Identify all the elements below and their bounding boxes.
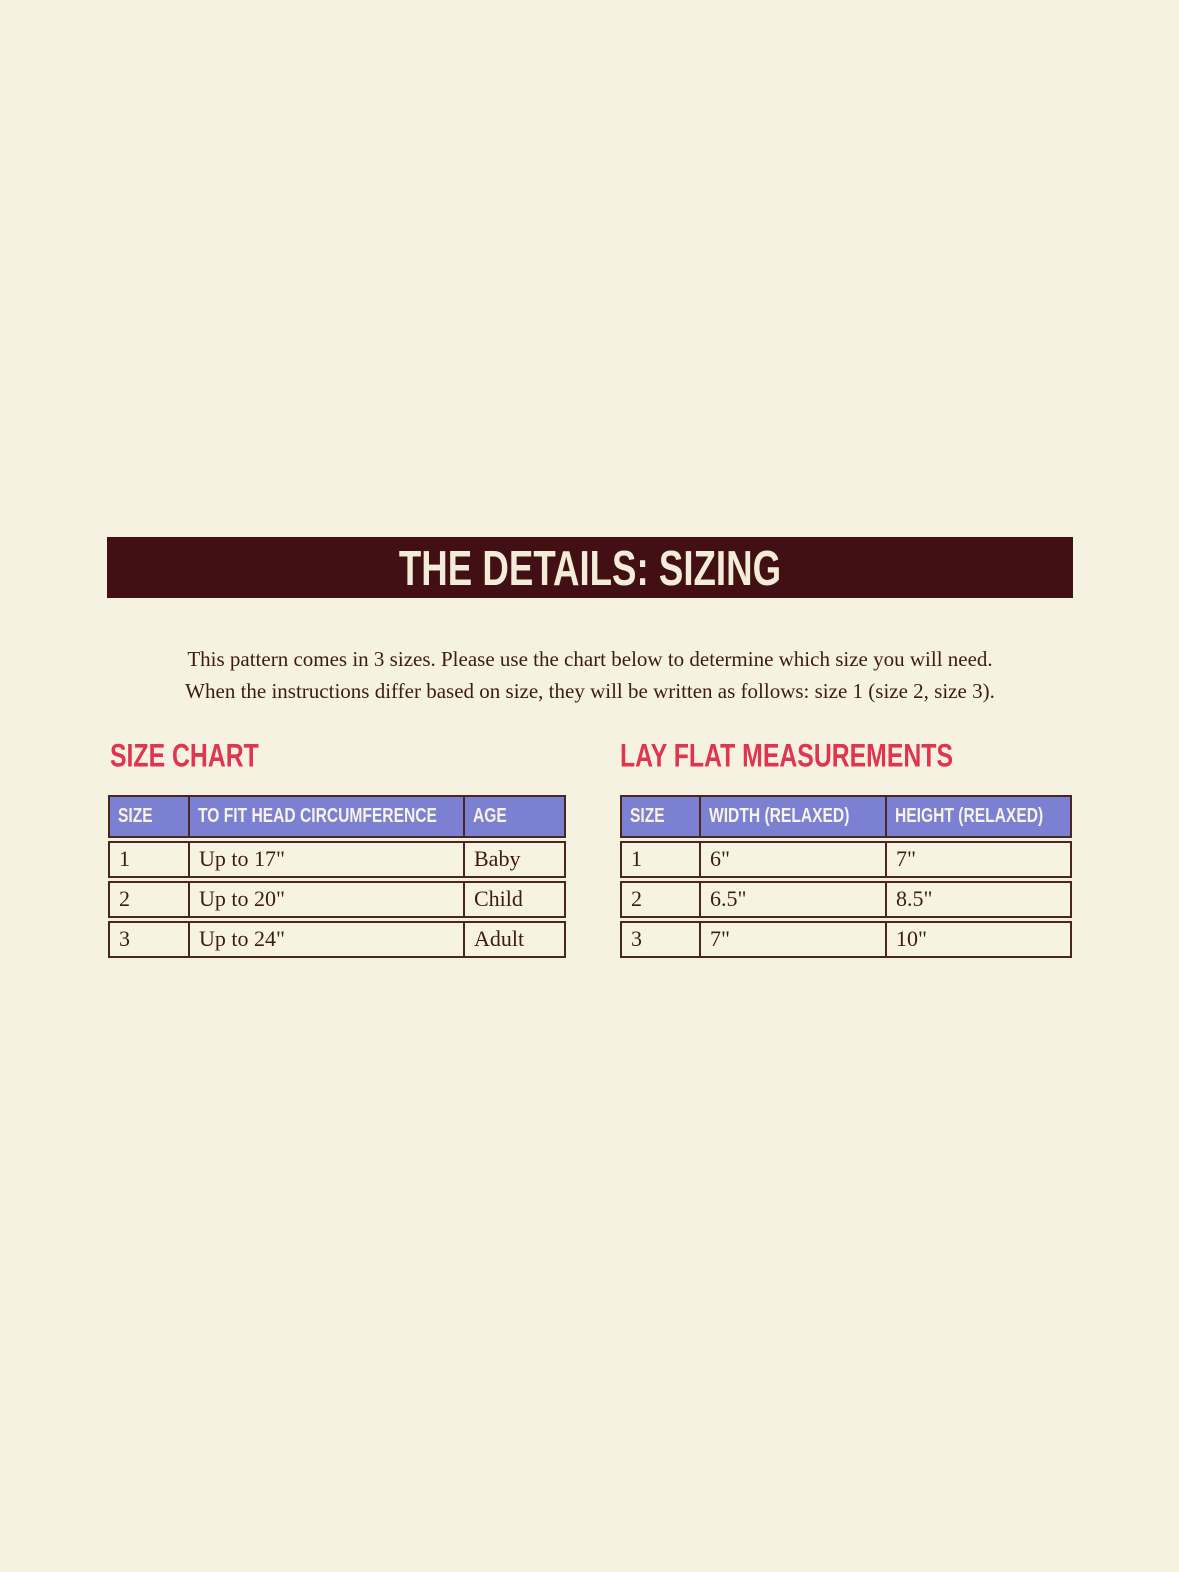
lay-flat-heading-label: LAY FLAT MEASUREMENTS xyxy=(620,737,953,774)
column-header-label: SIZE xyxy=(118,804,153,828)
lay-flat-header-row: SIZE WIDTH (RELAXED) HEIGHT (RELAXED) xyxy=(620,795,1072,838)
table-row: 1 Up to 17" Baby xyxy=(108,841,566,878)
column-header: TO FIT HEAD CIRCUMFERENCE xyxy=(190,795,465,838)
table-cell: 1 xyxy=(620,841,701,878)
page-title: THE DETAILS: SIZING xyxy=(398,539,782,596)
table-cell: Baby xyxy=(465,841,566,878)
table-cell: 6" xyxy=(701,841,887,878)
table-cell: Adult xyxy=(465,921,566,958)
lay-flat-measurements-table: SIZE WIDTH (RELAXED) HEIGHT (RELAXED) 1 6" 7… xyxy=(620,792,1072,961)
section-banner: THE DETAILS: SIZING xyxy=(107,537,1073,598)
table-cell: 2 xyxy=(620,881,701,918)
column-header-label: AGE xyxy=(473,804,507,828)
column-header: WIDTH (RELAXED) xyxy=(701,795,887,838)
lay-flat-measurements-heading: LAY FLAT MEASUREMENTS xyxy=(620,737,1036,774)
column-header: SIZE xyxy=(108,795,190,838)
table-cell: 10" xyxy=(887,921,1072,958)
table-cell: 2 xyxy=(108,881,190,918)
table-cell: 6.5" xyxy=(701,881,887,918)
size-chart-heading-label: SIZE CHART xyxy=(110,737,259,774)
column-header-label: WIDTH (RELAXED) xyxy=(709,804,850,828)
column-header-label: TO FIT HEAD CIRCUMFERENCE xyxy=(198,804,437,828)
table-cell: Up to 17" xyxy=(190,841,465,878)
intro-line-2: When the instructions differ based on si… xyxy=(185,679,995,703)
table-row: 3 Up to 24" Adult xyxy=(108,921,566,958)
size-chart-table: SIZE TO FIT HEAD CIRCUMFERENCE AGE 1 Up to … xyxy=(108,792,566,961)
table-row: 3 7" 10" xyxy=(620,921,1072,958)
intro-line-1: This pattern comes in 3 sizes. Please us… xyxy=(187,647,993,671)
size-chart-header-row: SIZE TO FIT HEAD CIRCUMFERENCE AGE xyxy=(108,795,566,838)
column-header-label: HEIGHT (RELAXED) xyxy=(895,804,1044,828)
column-header: SIZE xyxy=(620,795,701,838)
table-row: 2 Up to 20" Child xyxy=(108,881,566,918)
column-header-label: SIZE xyxy=(630,804,665,828)
table-row: 2 6.5" 8.5" xyxy=(620,881,1072,918)
table-cell: Up to 20" xyxy=(190,881,465,918)
column-header: AGE xyxy=(465,795,566,838)
table-cell: Up to 24" xyxy=(190,921,465,958)
table-cell: 1 xyxy=(108,841,190,878)
table-row: 1 6" 7" xyxy=(620,841,1072,878)
table-cell: 3 xyxy=(620,921,701,958)
table-cell: 8.5" xyxy=(887,881,1072,918)
table-cell: Child xyxy=(465,881,566,918)
table-cell: 7" xyxy=(701,921,887,958)
table-cell: 3 xyxy=(108,921,190,958)
table-cell: 7" xyxy=(887,841,1072,878)
intro-paragraph: This pattern comes in 3 sizes. Please us… xyxy=(107,643,1073,707)
column-header: HEIGHT (RELAXED) xyxy=(887,795,1072,838)
size-chart-heading: SIZE CHART xyxy=(110,737,296,774)
